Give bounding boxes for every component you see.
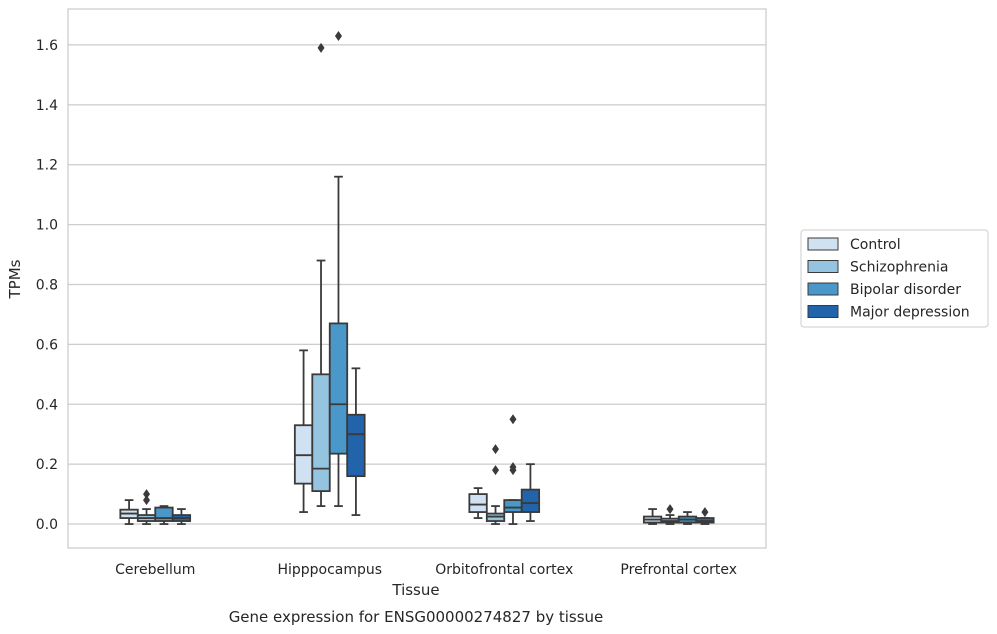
plot-frame: [67, 8, 767, 549]
y-tick-label: 0.0: [36, 517, 58, 533]
legend-swatch: [807, 237, 839, 251]
box-2-3: [520, 463, 541, 522]
box-1-1: [311, 42, 331, 507]
y-tick-label: 0.4: [36, 397, 58, 413]
box-2-2: [503, 414, 523, 525]
x-axis-label: Tissue: [391, 581, 439, 599]
legend-label: Bipolar disorder: [850, 282, 961, 298]
legend: Control Schizophrenia Bipolar disorder Majo…: [800, 229, 989, 328]
gridlines: [68, 44, 766, 525]
y-tick-label: 0.2: [36, 457, 58, 473]
x-tick-label: Cerebellum: [115, 562, 195, 578]
box-3-0: [642, 508, 663, 525]
legend-label: Major depression: [850, 305, 970, 321]
outlier-point: [492, 465, 500, 476]
y-tick-label: 1.0: [36, 218, 58, 234]
box-body: [328, 322, 349, 455]
chart-caption: Gene expression for ENSG00000274827 by t…: [229, 608, 604, 626]
legend-swatch: [807, 282, 839, 296]
outlier-point: [509, 462, 517, 473]
outlier-point: [701, 507, 709, 518]
x-tick-label: Prefrontal cortex: [620, 562, 737, 578]
x-tick-label: Hipppocampus: [277, 562, 382, 578]
box-2-1: [485, 444, 506, 525]
legend-label: Schizophrenia: [850, 260, 948, 276]
box-0-0: [119, 499, 139, 525]
x-axis-ticks: Cerebellum Hipppocampus Orbitofrontal cort…: [115, 562, 737, 578]
y-tick-label: 0.8: [36, 277, 58, 293]
y-tick-label: 0.6: [36, 337, 58, 353]
y-tick-label: 1.4: [36, 98, 58, 114]
box-body: [468, 493, 488, 513]
y-tick-label: 1.2: [36, 158, 58, 174]
legend-label: Control: [850, 237, 901, 253]
box-1-2: [328, 30, 349, 507]
legend-swatch: [807, 260, 839, 273]
outlier-point: [492, 444, 500, 455]
box-plots: [119, 30, 715, 525]
box-0-2: [154, 505, 174, 525]
box-body: [503, 499, 523, 513]
box-3-3: [695, 507, 715, 525]
box-1-3: [346, 367, 366, 516]
y-tick-label: 1.6: [36, 38, 58, 54]
outlier-point: [334, 30, 342, 41]
outlier-point: [509, 414, 517, 425]
box-body: [520, 488, 541, 513]
x-tick-label: Orbitofrontal cortex: [435, 562, 573, 578]
box-0-3: [171, 508, 192, 525]
outlier-point: [143, 489, 151, 500]
outlier-point: [666, 504, 674, 515]
box-2-0: [468, 487, 488, 519]
y-axis-ticks: 0.0 0.2 0.4 0.6 0.8 1.0 1.2 1.4 1.6: [36, 38, 58, 533]
legend-swatch: [807, 305, 839, 318]
box-3-2: [677, 511, 698, 525]
outlier-point: [143, 495, 151, 506]
outlier-point: [317, 42, 325, 53]
box-body: [346, 413, 366, 478]
box-0-1: [136, 489, 157, 525]
y-axis-label: TPMs: [6, 259, 24, 299]
box-1-0: [293, 349, 314, 513]
box-body: [311, 373, 331, 493]
legend-frame: [800, 229, 989, 328]
box-body: [154, 506, 174, 522]
box-3-1: [660, 504, 680, 525]
